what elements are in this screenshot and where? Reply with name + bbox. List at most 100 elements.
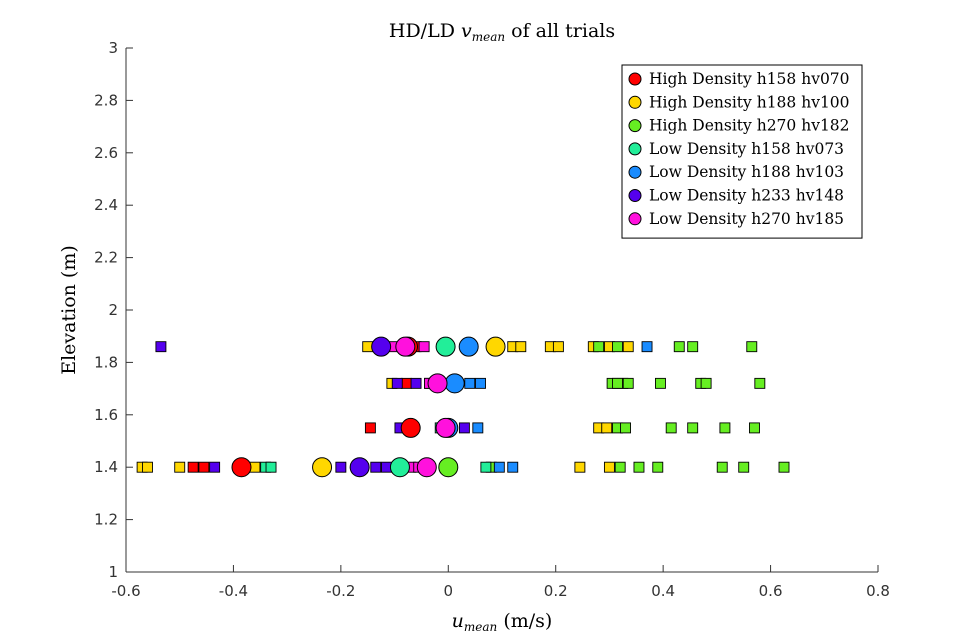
trial-marker — [480, 461, 492, 473]
x-axis-ticks: -0.6 -0.4 -0.2 0 0.2 0.4 0.6 0.8 — [111, 565, 890, 600]
mean-marker — [435, 417, 456, 438]
trial-marker — [515, 341, 527, 353]
legend-entry: High Density h188 hv100 — [649, 93, 850, 111]
trial-marker — [364, 422, 376, 434]
trial-marker — [593, 341, 605, 353]
trial-marker — [614, 461, 626, 473]
mean-marker — [389, 457, 410, 478]
mean-marker — [485, 336, 506, 357]
y-tick-label: 1.8 — [94, 353, 118, 371]
legend-marker — [628, 119, 642, 133]
mean-marker — [438, 457, 459, 478]
mean-marker — [458, 336, 479, 357]
legend-marker — [628, 142, 642, 156]
trial-marker — [335, 461, 347, 473]
trial-marker — [464, 377, 476, 389]
trial-marker — [400, 377, 412, 389]
y-axis-label: Elevation (m) — [58, 245, 80, 375]
y-tick-label: 2.6 — [94, 144, 118, 162]
y-tick-label: 1 — [108, 563, 118, 581]
legend-marker — [628, 95, 642, 109]
legend-entry: Low Density h158 hv073 — [649, 140, 844, 158]
trial-marker — [142, 461, 153, 473]
trial-marker — [620, 422, 631, 434]
y-tick-label: 2 — [108, 301, 118, 319]
mean-marker — [400, 417, 421, 438]
trial-marker — [601, 422, 613, 434]
legend-marker — [628, 212, 642, 226]
mean-marker — [231, 457, 252, 478]
mean-marker — [371, 336, 392, 357]
legend-entry: Low Density h233 hv148 — [649, 187, 844, 205]
trial-marker — [652, 461, 664, 473]
trial-marker — [778, 461, 790, 473]
mean-marker — [395, 336, 416, 357]
trial-marker — [209, 461, 221, 473]
x-tick-label: 0.4 — [651, 582, 675, 600]
trial-marker — [458, 422, 470, 434]
trial-marker — [665, 422, 677, 434]
trial-marker — [687, 341, 699, 353]
legend-entry: High Density h270 hv182 — [649, 117, 850, 135]
legend: High Density h158 hv070 High Density h188… — [621, 64, 863, 239]
trial-marker — [472, 422, 484, 434]
y-tick-label: 1.6 — [94, 406, 118, 424]
legend-entry: Low Density h270 hv185 — [649, 210, 844, 228]
y-tick-label: 2.4 — [94, 196, 118, 214]
x-axis-label: umean (m/s) — [452, 610, 553, 634]
mean-marker — [416, 457, 437, 478]
trial-marker — [507, 461, 519, 473]
trial-marker — [738, 461, 750, 473]
trial-marker — [552, 341, 564, 353]
legend-marker — [628, 165, 642, 179]
trial-marker — [746, 341, 758, 353]
trial-marker — [633, 461, 645, 473]
trial-marker — [410, 377, 422, 389]
trial-marker — [612, 341, 623, 353]
trial-marker — [265, 461, 277, 473]
legend-entry: High Density h158 hv070 — [649, 70, 850, 88]
trial-marker — [187, 461, 199, 473]
y-tick-label: 2.2 — [94, 249, 118, 267]
x-tick-label: -0.2 — [326, 582, 355, 600]
legend-box — [621, 64, 863, 239]
trial-marker — [700, 377, 712, 389]
legend-marker — [628, 72, 642, 86]
trial-marker — [155, 341, 167, 353]
mean-marker — [435, 336, 456, 357]
x-tick-label: -0.4 — [219, 582, 248, 600]
trial-marker — [641, 341, 653, 353]
trial-marker — [612, 377, 623, 389]
y-tick-label: 1.2 — [94, 511, 118, 529]
y-tick-label: 3 — [108, 39, 118, 57]
x-tick-label: 0.6 — [759, 582, 783, 600]
chart-title: HD/LD vmean of all trials — [389, 20, 615, 44]
trial-marker — [493, 461, 505, 473]
mean-marker — [427, 373, 448, 394]
trial-marker — [603, 461, 615, 473]
trial-marker — [687, 422, 699, 434]
x-tick-label: 0 — [444, 582, 454, 600]
trial-marker — [719, 422, 731, 434]
trial-marker — [370, 461, 382, 473]
y-tick-label: 2.8 — [94, 91, 118, 109]
x-tick-label: 0.2 — [544, 582, 568, 600]
trial-marker — [574, 461, 586, 473]
trial-marker — [749, 422, 760, 434]
trial-marker — [655, 377, 666, 389]
mean-marker — [349, 457, 370, 478]
legend-marker — [628, 189, 642, 202]
y-axis-ticks: 1 1.2 1.4 1.6 1.8 2 2.2 2.4 2.6 2.8 3 — [94, 39, 133, 581]
trial-marker — [174, 461, 186, 473]
mean-marker — [444, 373, 465, 394]
trial-marker — [418, 341, 430, 353]
x-tick-label: 0.8 — [866, 582, 890, 600]
data-layer — [136, 336, 790, 478]
trial-marker — [475, 377, 486, 389]
trial-marker — [198, 461, 210, 473]
trial-marker — [673, 341, 685, 353]
x-tick-label: -0.6 — [111, 582, 140, 600]
trial-marker — [391, 377, 403, 389]
legend-entry: Low Density h188 hv103 — [649, 163, 844, 181]
